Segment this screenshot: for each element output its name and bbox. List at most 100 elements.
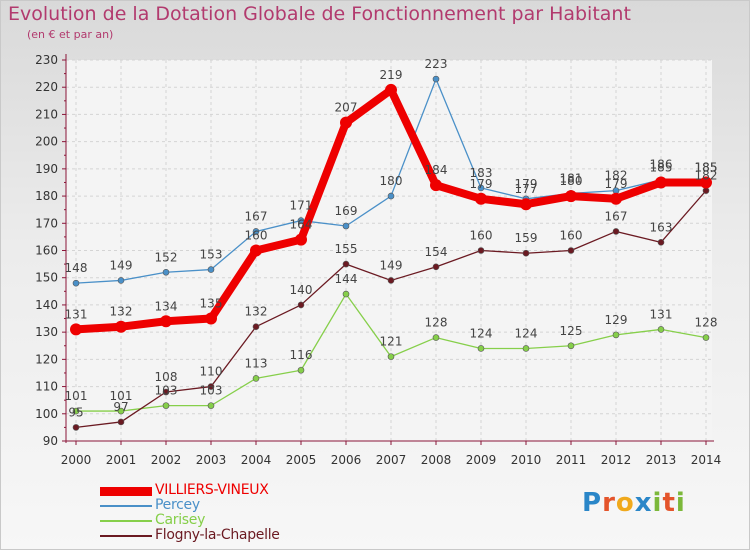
legend-swatch — [100, 535, 152, 537]
point-flogny-la-chapelle-2013 — [657, 239, 665, 246]
point-percey-2001 — [117, 277, 125, 284]
legend-label: Percey — [155, 497, 200, 513]
x-tick-label-2000: 2000 — [61, 453, 92, 467]
y-tick-label-140: 140 — [35, 298, 58, 312]
legend-swatch — [100, 486, 152, 496]
y-tick-label-230: 230 — [35, 53, 58, 67]
data-label-carisey-2014: 128 — [695, 316, 718, 330]
y-tick-label-200: 200 — [35, 135, 58, 149]
data-label-villiers-vineux-2011: 180 — [560, 174, 583, 188]
point-villiers-vineux-2008 — [430, 179, 442, 192]
data-label-villiers-vineux-2010: 177 — [515, 182, 538, 196]
data-label-percey-2006: 169 — [335, 204, 358, 218]
y-tick-label-100: 100 — [35, 407, 58, 421]
logo-letter: o — [615, 488, 635, 518]
point-flogny-la-chapelle-2004 — [252, 323, 260, 331]
point-flogny-la-chapelle-2011 — [567, 247, 575, 254]
point-villiers-vineux-2003 — [205, 312, 217, 325]
legend-swatch — [100, 520, 152, 522]
chart-title: Evolution de la Dotation Globale de Fonc… — [8, 3, 631, 25]
y-tick-label-180: 180 — [35, 189, 58, 203]
data-label-villiers-vineux-2006: 207 — [335, 101, 358, 115]
point-flogny-la-chapelle-2012 — [612, 228, 620, 235]
legend-label: Flogny-la-Chapelle — [155, 527, 280, 543]
point-villiers-vineux-2011 — [565, 190, 577, 203]
data-label-villiers-vineux-2003: 135 — [200, 297, 223, 311]
x-tick-label-2013: 2013 — [646, 453, 677, 467]
data-label-percey-2001: 149 — [110, 258, 133, 272]
y-tick-label-170: 170 — [35, 216, 58, 230]
data-label-carisey-2000: 101 — [65, 389, 88, 403]
point-carisey-2012 — [612, 331, 620, 339]
plot-area — [66, 60, 712, 441]
point-percey-2002 — [162, 268, 170, 276]
x-tick-label-2003: 2003 — [196, 453, 227, 467]
series — [70, 75, 712, 431]
data-label-percey-2004: 167 — [245, 209, 268, 223]
logo-letter: P — [582, 488, 603, 518]
logo-letter: i — [652, 488, 663, 518]
data-label-carisey-2001: 101 — [110, 389, 133, 403]
data-label-villiers-vineux-2009: 179 — [470, 177, 493, 191]
proxiti-logo: Proxiti — [582, 488, 686, 518]
point-carisey-2009 — [477, 345, 485, 352]
data-label-flogny-la-chapelle-2014: 182 — [695, 169, 718, 183]
axes: 90 100 110 120 130 140 150 160 170 180 190 200 210 22… — [35, 53, 721, 467]
legend-label: VILLIERS-VINEUX — [155, 482, 269, 498]
x-tick-label-2010: 2010 — [511, 453, 542, 467]
point-carisey-2008 — [432, 334, 440, 341]
point-carisey-2006 — [342, 290, 350, 298]
y-tick-label-110: 110 — [35, 380, 58, 394]
point-percey-2003 — [207, 266, 215, 273]
point-villiers-vineux-2005 — [295, 233, 307, 246]
data-label-carisey-2009: 124 — [470, 326, 493, 340]
data-label-flogny-la-chapelle-2003: 110 — [200, 365, 223, 379]
y-tick-label-150: 150 — [35, 271, 58, 285]
logo-letter: t — [662, 488, 676, 518]
point-percey-2009 — [477, 184, 485, 192]
point-flogny-la-chapelle-2003 — [207, 383, 215, 390]
point-flogny-la-chapelle-2007 — [387, 277, 395, 284]
data-label-percey-2009: 183 — [470, 166, 493, 180]
data-label-villiers-vineux-2001: 132 — [110, 305, 133, 319]
data-label-flogny-la-chapelle-2001: 97 — [113, 400, 128, 414]
data-label-flogny-la-chapelle-2007: 149 — [380, 258, 403, 272]
data-label-percey-2012: 182 — [605, 169, 628, 183]
data-label-villiers-vineux-2005: 164 — [290, 218, 313, 232]
x-tick-label-2002: 2002 — [151, 453, 182, 467]
data-label-carisey-2006: 144 — [335, 272, 358, 286]
data-label-villiers-vineux-2014: 185 — [695, 160, 718, 174]
data-label-carisey-2012: 129 — [605, 313, 628, 327]
point-carisey-2003 — [207, 402, 215, 409]
data-label-villiers-vineux-2008: 184 — [425, 163, 448, 177]
x-tick-label-2011: 2011 — [556, 453, 587, 467]
x-tick-label-2007: 2007 — [376, 453, 407, 467]
data-label-flogny-la-chapelle-2008: 154 — [425, 245, 448, 259]
point-flogny-la-chapelle-2000 — [72, 424, 80, 431]
point-carisey-2001 — [117, 407, 125, 415]
point-villiers-vineux-2002 — [160, 315, 172, 328]
point-villiers-vineux-2000 — [70, 323, 82, 336]
data-label-carisey-2010: 124 — [515, 326, 538, 340]
point-flogny-la-chapelle-2009 — [477, 247, 485, 254]
data-label-villiers-vineux-2000: 131 — [65, 307, 88, 321]
data-label-flogny-la-chapelle-2012: 167 — [605, 209, 628, 223]
data-label-carisey-2002: 103 — [155, 384, 178, 398]
point-carisey-2010 — [522, 345, 530, 352]
point-carisey-2007 — [387, 353, 395, 360]
point-flogny-la-chapelle-2008 — [432, 263, 440, 271]
point-carisey-2014 — [702, 334, 710, 341]
data-label-carisey-2004: 113 — [245, 356, 268, 370]
data-label-carisey-2013: 131 — [650, 307, 673, 321]
point-flogny-la-chapelle-2006 — [342, 260, 350, 268]
data-label-flogny-la-chapelle-2005: 140 — [290, 283, 313, 297]
data-label-flogny-la-chapelle-2010: 159 — [515, 231, 538, 245]
point-carisey-2002 — [162, 402, 170, 409]
data-label-percey-2005: 171 — [290, 199, 313, 213]
point-villiers-vineux-2014 — [700, 176, 712, 189]
data-label-percey-2007: 180 — [380, 174, 403, 188]
data-label-percey-2002: 152 — [155, 250, 178, 264]
data-label-villiers-vineux-2012: 179 — [605, 177, 628, 191]
data-label-percey-2003: 153 — [200, 248, 223, 262]
x-tick-label-2004: 2004 — [241, 453, 272, 467]
